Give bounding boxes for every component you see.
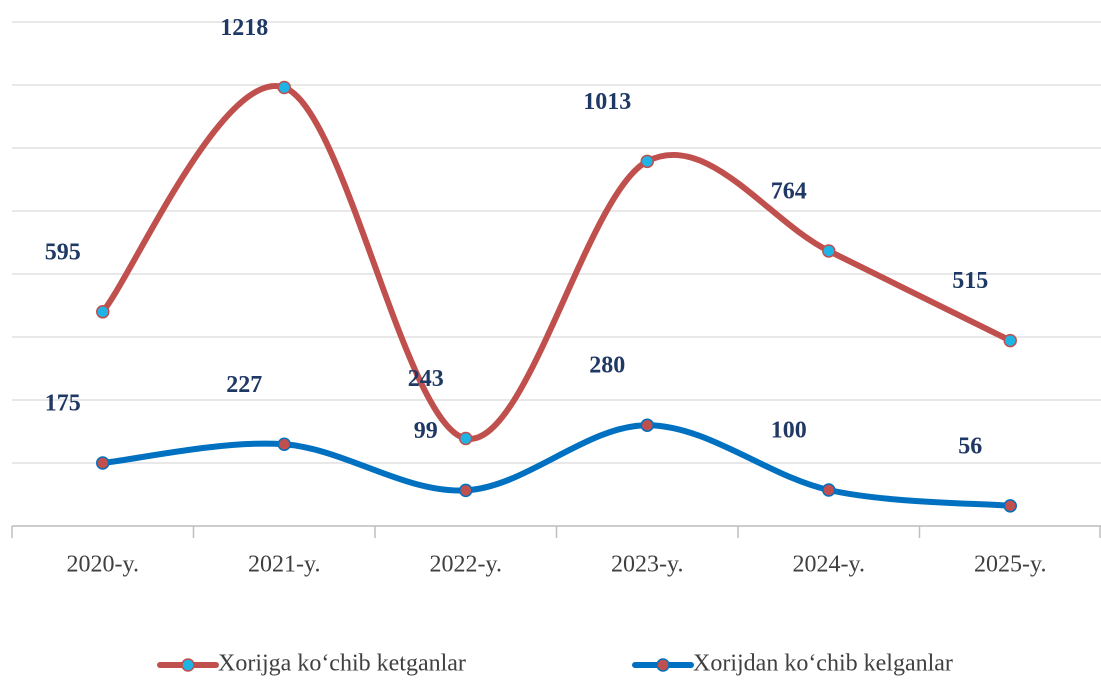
- data-label: 595: [45, 239, 81, 265]
- marker: [277, 80, 291, 95]
- line: [99, 422, 1014, 509]
- x-tick-label: 2022-y.: [430, 552, 502, 578]
- data-label: 515: [952, 268, 988, 294]
- data-label: 1218: [220, 15, 268, 41]
- marker: [96, 456, 110, 470]
- marker: [277, 437, 291, 452]
- legend-label: Xorijdan ko‘chib kelganlar: [693, 651, 953, 677]
- legend-label: Xorijga ko‘chib ketganlar: [218, 651, 466, 677]
- x-tick-label: 2021-y.: [248, 552, 320, 578]
- marker: [822, 244, 836, 258]
- marker: [459, 483, 473, 498]
- data-label: 280: [589, 353, 625, 379]
- legend-marker: [181, 658, 195, 672]
- marker: [640, 418, 654, 432]
- marker: [640, 154, 654, 169]
- data-label: 175: [45, 391, 81, 417]
- x-tick-label: 2023-y.: [611, 552, 683, 578]
- data-label: 243: [408, 366, 444, 392]
- data-label: 227: [226, 372, 262, 398]
- marker: [822, 483, 836, 497]
- marker: [1003, 333, 1017, 348]
- data-label: 1013: [583, 89, 631, 115]
- data-label: 56: [958, 433, 982, 459]
- marker: [459, 431, 473, 446]
- x-tick-label: 2024-y.: [793, 552, 865, 578]
- marker: [1003, 499, 1017, 513]
- data-label: 100: [771, 418, 807, 444]
- data-label: 764: [771, 178, 807, 204]
- marker: [96, 305, 110, 319]
- x-tick-label: 2020-y.: [67, 552, 139, 578]
- data-label: 99: [414, 418, 438, 444]
- legend-marker: [656, 658, 670, 672]
- x-tick-label: 2025-y.: [974, 552, 1046, 578]
